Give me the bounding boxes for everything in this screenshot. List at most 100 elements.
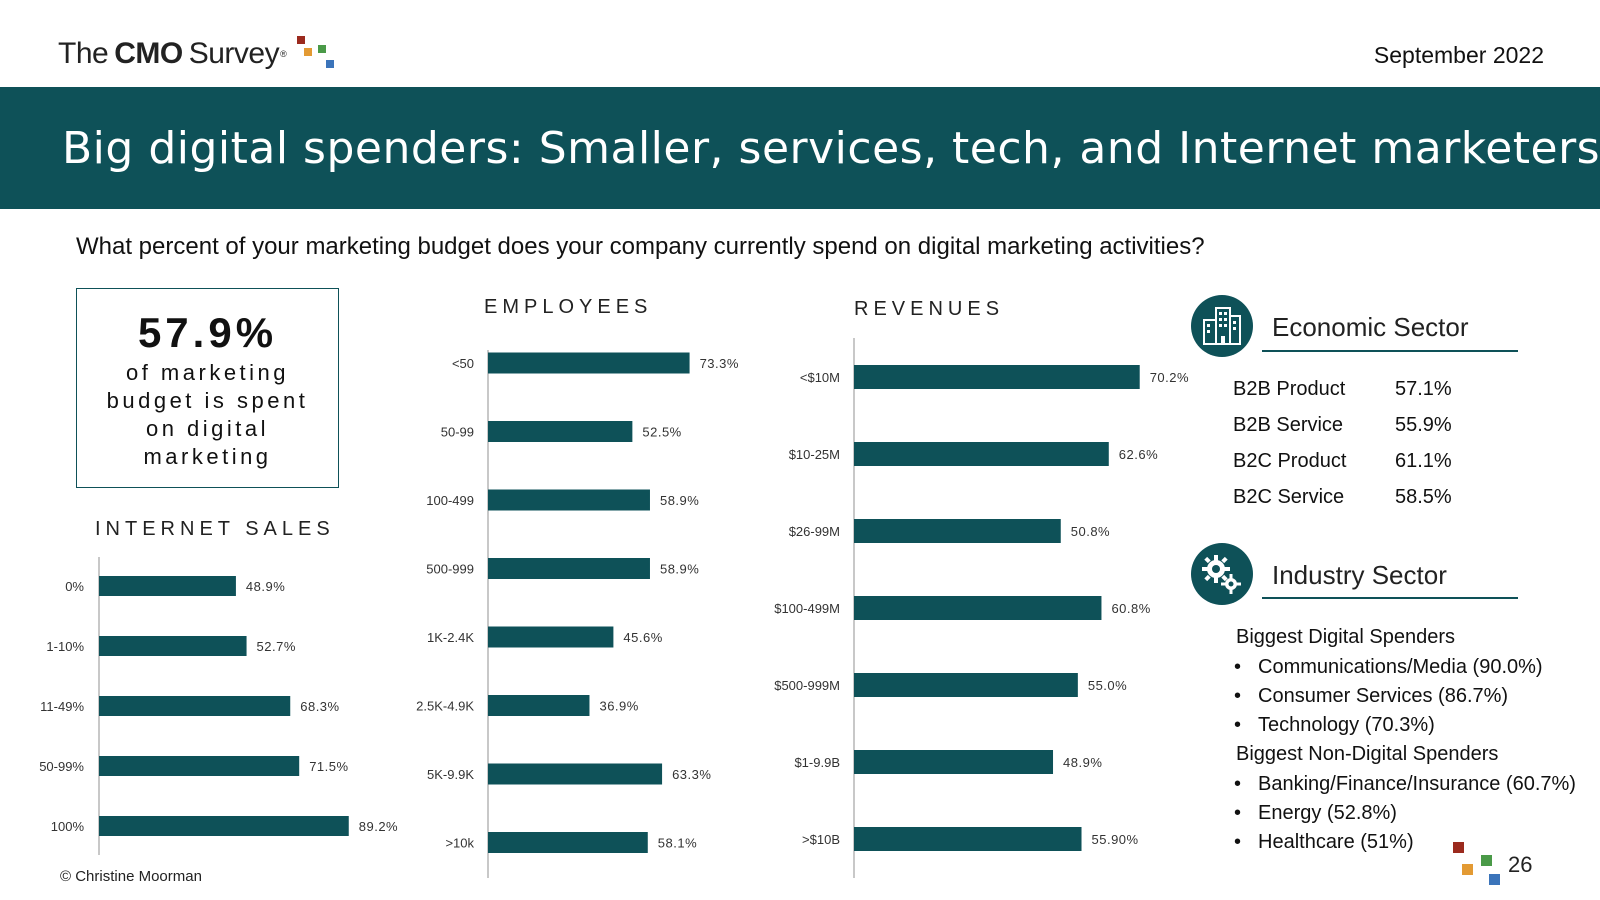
- revenues-category-label: >$10B: [802, 832, 840, 847]
- list-item: Energy (52.8%): [1234, 802, 1397, 825]
- revenues-bar: [854, 442, 1109, 466]
- kpi-value: 57.9%: [137, 309, 278, 356]
- list-item: Technology (70.3%): [1234, 714, 1435, 737]
- revenues-category-label: $100-499M: [774, 601, 840, 616]
- industry-sector-title: Industry Sector: [1272, 560, 1447, 590]
- logo-survey: Survey: [188, 37, 280, 70]
- slide-title: Big digital spenders: Smaller, services,…: [62, 123, 1600, 174]
- employees-data-label: 36.9%: [599, 699, 638, 714]
- revenues-data-label: 50.8%: [1071, 524, 1110, 539]
- logo-square-red: [297, 36, 305, 44]
- employees-bar: [488, 352, 690, 374]
- revenues-category-label: $500-999M: [774, 678, 840, 693]
- internet-sales-bar: [99, 576, 236, 596]
- footer-square-blue: [1489, 874, 1500, 885]
- revenues-data-label: 48.9%: [1063, 755, 1102, 770]
- sector-row-value: 55.9%: [1395, 414, 1452, 436]
- footer-square-green: [1481, 855, 1492, 866]
- employees-bar: [488, 763, 663, 785]
- logo-cmo: CMO: [114, 37, 183, 70]
- internet-sales-data-label: 71.5%: [309, 759, 348, 774]
- revenues-bar: [854, 827, 1082, 851]
- employees-category-label: 1K-2.4K: [427, 630, 474, 645]
- internet-sales-category-label: 11-49%: [40, 699, 84, 714]
- sector-row-value: 61.1%: [1395, 450, 1452, 472]
- sector-row-label: B2C Product: [1233, 450, 1347, 472]
- sector-row-value: 57.1%: [1395, 378, 1452, 400]
- revenues-bar: [854, 673, 1078, 697]
- internet-sales-data-label: 48.9%: [246, 579, 285, 594]
- internet-sales-category-label: 1-10%: [46, 639, 84, 654]
- employees-data-label: 63.3%: [672, 767, 711, 782]
- employees-bar: [488, 695, 590, 716]
- employees-category-label: 100-499: [426, 493, 474, 508]
- employees-title: EMPLOYEES: [484, 296, 653, 318]
- non-digital-spenders-heading: Biggest Non-Digital Spenders: [1236, 743, 1499, 765]
- internet-sales-data-label: 89.2%: [359, 819, 398, 834]
- cmo-survey-logo: The CMO Survey ®: [58, 34, 287, 74]
- internet-sales-bar: [99, 696, 291, 716]
- logo-the: The: [58, 37, 109, 70]
- gears-icon: [1191, 543, 1253, 605]
- logo-registered-mark: ®: [280, 49, 287, 59]
- revenues-bar: [854, 519, 1061, 543]
- revenues-category-label: $1-9.9B: [794, 755, 840, 770]
- internet-sales-category-label: 0%: [65, 579, 84, 594]
- revenues-data-label: 60.8%: [1111, 601, 1150, 616]
- employees-category-label: 500-999: [426, 562, 474, 577]
- employees-bar: [488, 832, 648, 853]
- digital-spenders-heading: Biggest Digital Spenders: [1236, 626, 1456, 648]
- logo-square-orange: [304, 48, 312, 56]
- employees-category-label: <50: [452, 356, 474, 371]
- employees-category-label: >10k: [445, 836, 474, 851]
- sector-row-value: 58.5%: [1395, 486, 1452, 508]
- list-item: Consumer Services (86.7%): [1234, 685, 1508, 708]
- footer-square-orange: [1462, 864, 1473, 875]
- economic-sector-title: Economic Sector: [1272, 312, 1469, 342]
- employees-category-label: 2.5K-4.9K: [416, 699, 474, 714]
- copyright: © Christine Moorman: [60, 868, 202, 885]
- employees-bar: [488, 421, 633, 442]
- kpi-box: 57.9% of marketing budget is spent on di…: [76, 288, 339, 488]
- employees-data-label: 58.1%: [658, 836, 697, 851]
- revenues-category-label: <$10M: [800, 370, 840, 385]
- employees-data-label: 73.3%: [700, 356, 739, 371]
- revenues-title: REVENUES: [854, 298, 1005, 320]
- sector-row-label: B2B Service: [1233, 414, 1344, 436]
- industry-sector-rule: [1262, 597, 1518, 599]
- internet-sales-bar: [99, 636, 247, 656]
- report-date: September 2022: [1373, 42, 1544, 68]
- employees-data-label: 52.5%: [642, 425, 681, 440]
- revenues-data-label: 70.2%: [1150, 370, 1189, 385]
- page-number: 26: [1508, 852, 1533, 877]
- internet-sales-title: INTERNET SALES: [95, 518, 335, 540]
- list-item: Communications/Media (90.0%): [1234, 656, 1543, 679]
- revenues-bar: [854, 596, 1102, 620]
- survey-question: What percent of your marketing budget do…: [76, 233, 1205, 260]
- employees-bar: [488, 558, 650, 579]
- revenues-bar: [854, 750, 1054, 774]
- employees-data-label: 58.9%: [660, 493, 699, 508]
- sector-row-label: B2B Product: [1233, 378, 1346, 400]
- footer-square-red: [1453, 842, 1464, 853]
- employees-data-label: 58.9%: [660, 562, 699, 577]
- internet-sales-bar: [99, 816, 349, 836]
- revenues-category-label: $10-25M: [789, 447, 840, 462]
- economic-sector-rule: [1262, 350, 1518, 352]
- revenues-data-label: 55.90%: [1092, 832, 1139, 847]
- list-item: Banking/Finance/Insurance (60.7%): [1234, 773, 1576, 796]
- sector-row-label: B2C Service: [1233, 486, 1345, 508]
- internet-sales-category-label: 100%: [51, 819, 85, 834]
- title-banner: [0, 87, 1600, 209]
- revenues-bar: [854, 365, 1140, 389]
- buildings-icon: [1191, 295, 1253, 357]
- internet-sales-data-label: 52.7%: [257, 639, 296, 654]
- internet-sales-bar: [99, 756, 300, 776]
- internet-sales-data-label: 68.3%: [300, 699, 339, 714]
- employees-bar: [488, 626, 614, 648]
- employees-category-label: 5K-9.9K: [427, 767, 474, 782]
- employees-category-label: 50-99: [441, 425, 474, 440]
- revenues-data-label: 55.0%: [1088, 678, 1127, 693]
- employees-data-label: 45.6%: [623, 630, 662, 645]
